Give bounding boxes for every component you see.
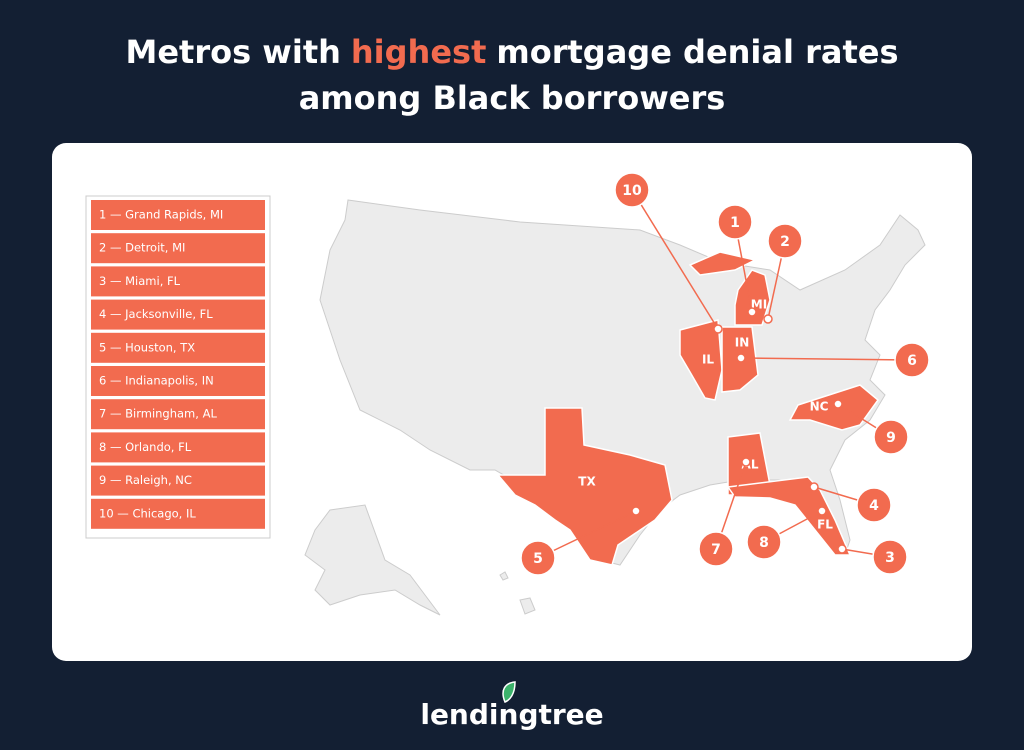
title-part: highest (351, 33, 486, 71)
state-shape (734, 269, 771, 326)
marker (872, 539, 908, 575)
leader-line (537, 510, 637, 559)
marker-label: 2 (780, 234, 790, 250)
marker (894, 342, 930, 378)
legend-label: 5 — Houston, TX (99, 340, 195, 354)
legend-item (91, 399, 265, 430)
title-part: mortgage denial rates (496, 33, 898, 71)
marker-label: 7 (711, 542, 721, 558)
marker-label: 9 (886, 430, 896, 446)
legend-label: 3 — Miami, FL (99, 274, 181, 288)
state-label: TX (578, 475, 596, 489)
legend-label: 1 — Grand Rapids, MI (99, 208, 223, 222)
legend-item (91, 366, 265, 396)
legend-item (91, 233, 265, 264)
legend-item (91, 498, 265, 529)
leader-line (631, 189, 719, 330)
legend-label: 9 — Raleigh, NC (99, 473, 192, 487)
location-dot (741, 457, 751, 467)
marker (767, 223, 803, 259)
legend-label: 7 — Birmingham, AL (99, 407, 217, 421)
marker (746, 524, 782, 560)
state-shape (788, 384, 880, 431)
legend-item (91, 200, 265, 230)
state-label: IL (702, 353, 714, 367)
legend-label: 4 — Jacksonville, FL (99, 307, 213, 321)
state-label: NC (810, 400, 829, 414)
location-dot (809, 482, 819, 492)
legend-item (91, 432, 265, 463)
location-dot (817, 506, 827, 516)
legend-label: 6 — Indianapolis, IN (99, 374, 214, 388)
marker (614, 172, 650, 208)
marker-label: 6 (907, 353, 917, 369)
legend-item (91, 332, 265, 363)
alaska (304, 504, 441, 616)
marker-label: 5 (533, 551, 543, 567)
legend-item (91, 266, 265, 297)
location-dot (837, 544, 847, 554)
leader-line (740, 357, 913, 361)
location-dot (833, 399, 843, 409)
marker-label: 4 (869, 498, 879, 514)
state-label: IN (735, 336, 750, 350)
location-dot (747, 307, 757, 317)
legend-label: 2 — Detroit, MI (99, 241, 185, 255)
logo-leaf (502, 681, 516, 703)
marker (698, 531, 734, 567)
hawaii (499, 571, 509, 581)
marker-label: 3 (885, 550, 895, 566)
marker (520, 540, 556, 576)
state-shape (688, 251, 758, 276)
title-part: Metros with (125, 33, 340, 71)
legend-item (91, 299, 265, 330)
location-dot (631, 506, 641, 516)
state-shape (496, 407, 673, 566)
location-dot (713, 324, 723, 334)
marker-label: 1 (730, 215, 740, 231)
location-dot (736, 353, 746, 363)
legend-label: 8 — Orlando, FL (99, 440, 192, 454)
hawaii (519, 597, 536, 615)
legend-label: 10 — Chicago, IL (99, 506, 196, 520)
marker (717, 204, 753, 240)
legend-item (91, 465, 265, 496)
title-line-1: Metros with highest mortgage denial rates (125, 33, 898, 71)
title-line-2: among Black borrowers (299, 79, 726, 117)
marker (856, 487, 892, 523)
location-dot (763, 314, 773, 324)
state-label: FL (817, 518, 833, 532)
marker (873, 419, 909, 455)
marker-label: 10 (622, 183, 642, 199)
state-label: MI (751, 298, 767, 312)
marker-label: 8 (759, 535, 769, 551)
logo: lendingtree (420, 698, 603, 731)
